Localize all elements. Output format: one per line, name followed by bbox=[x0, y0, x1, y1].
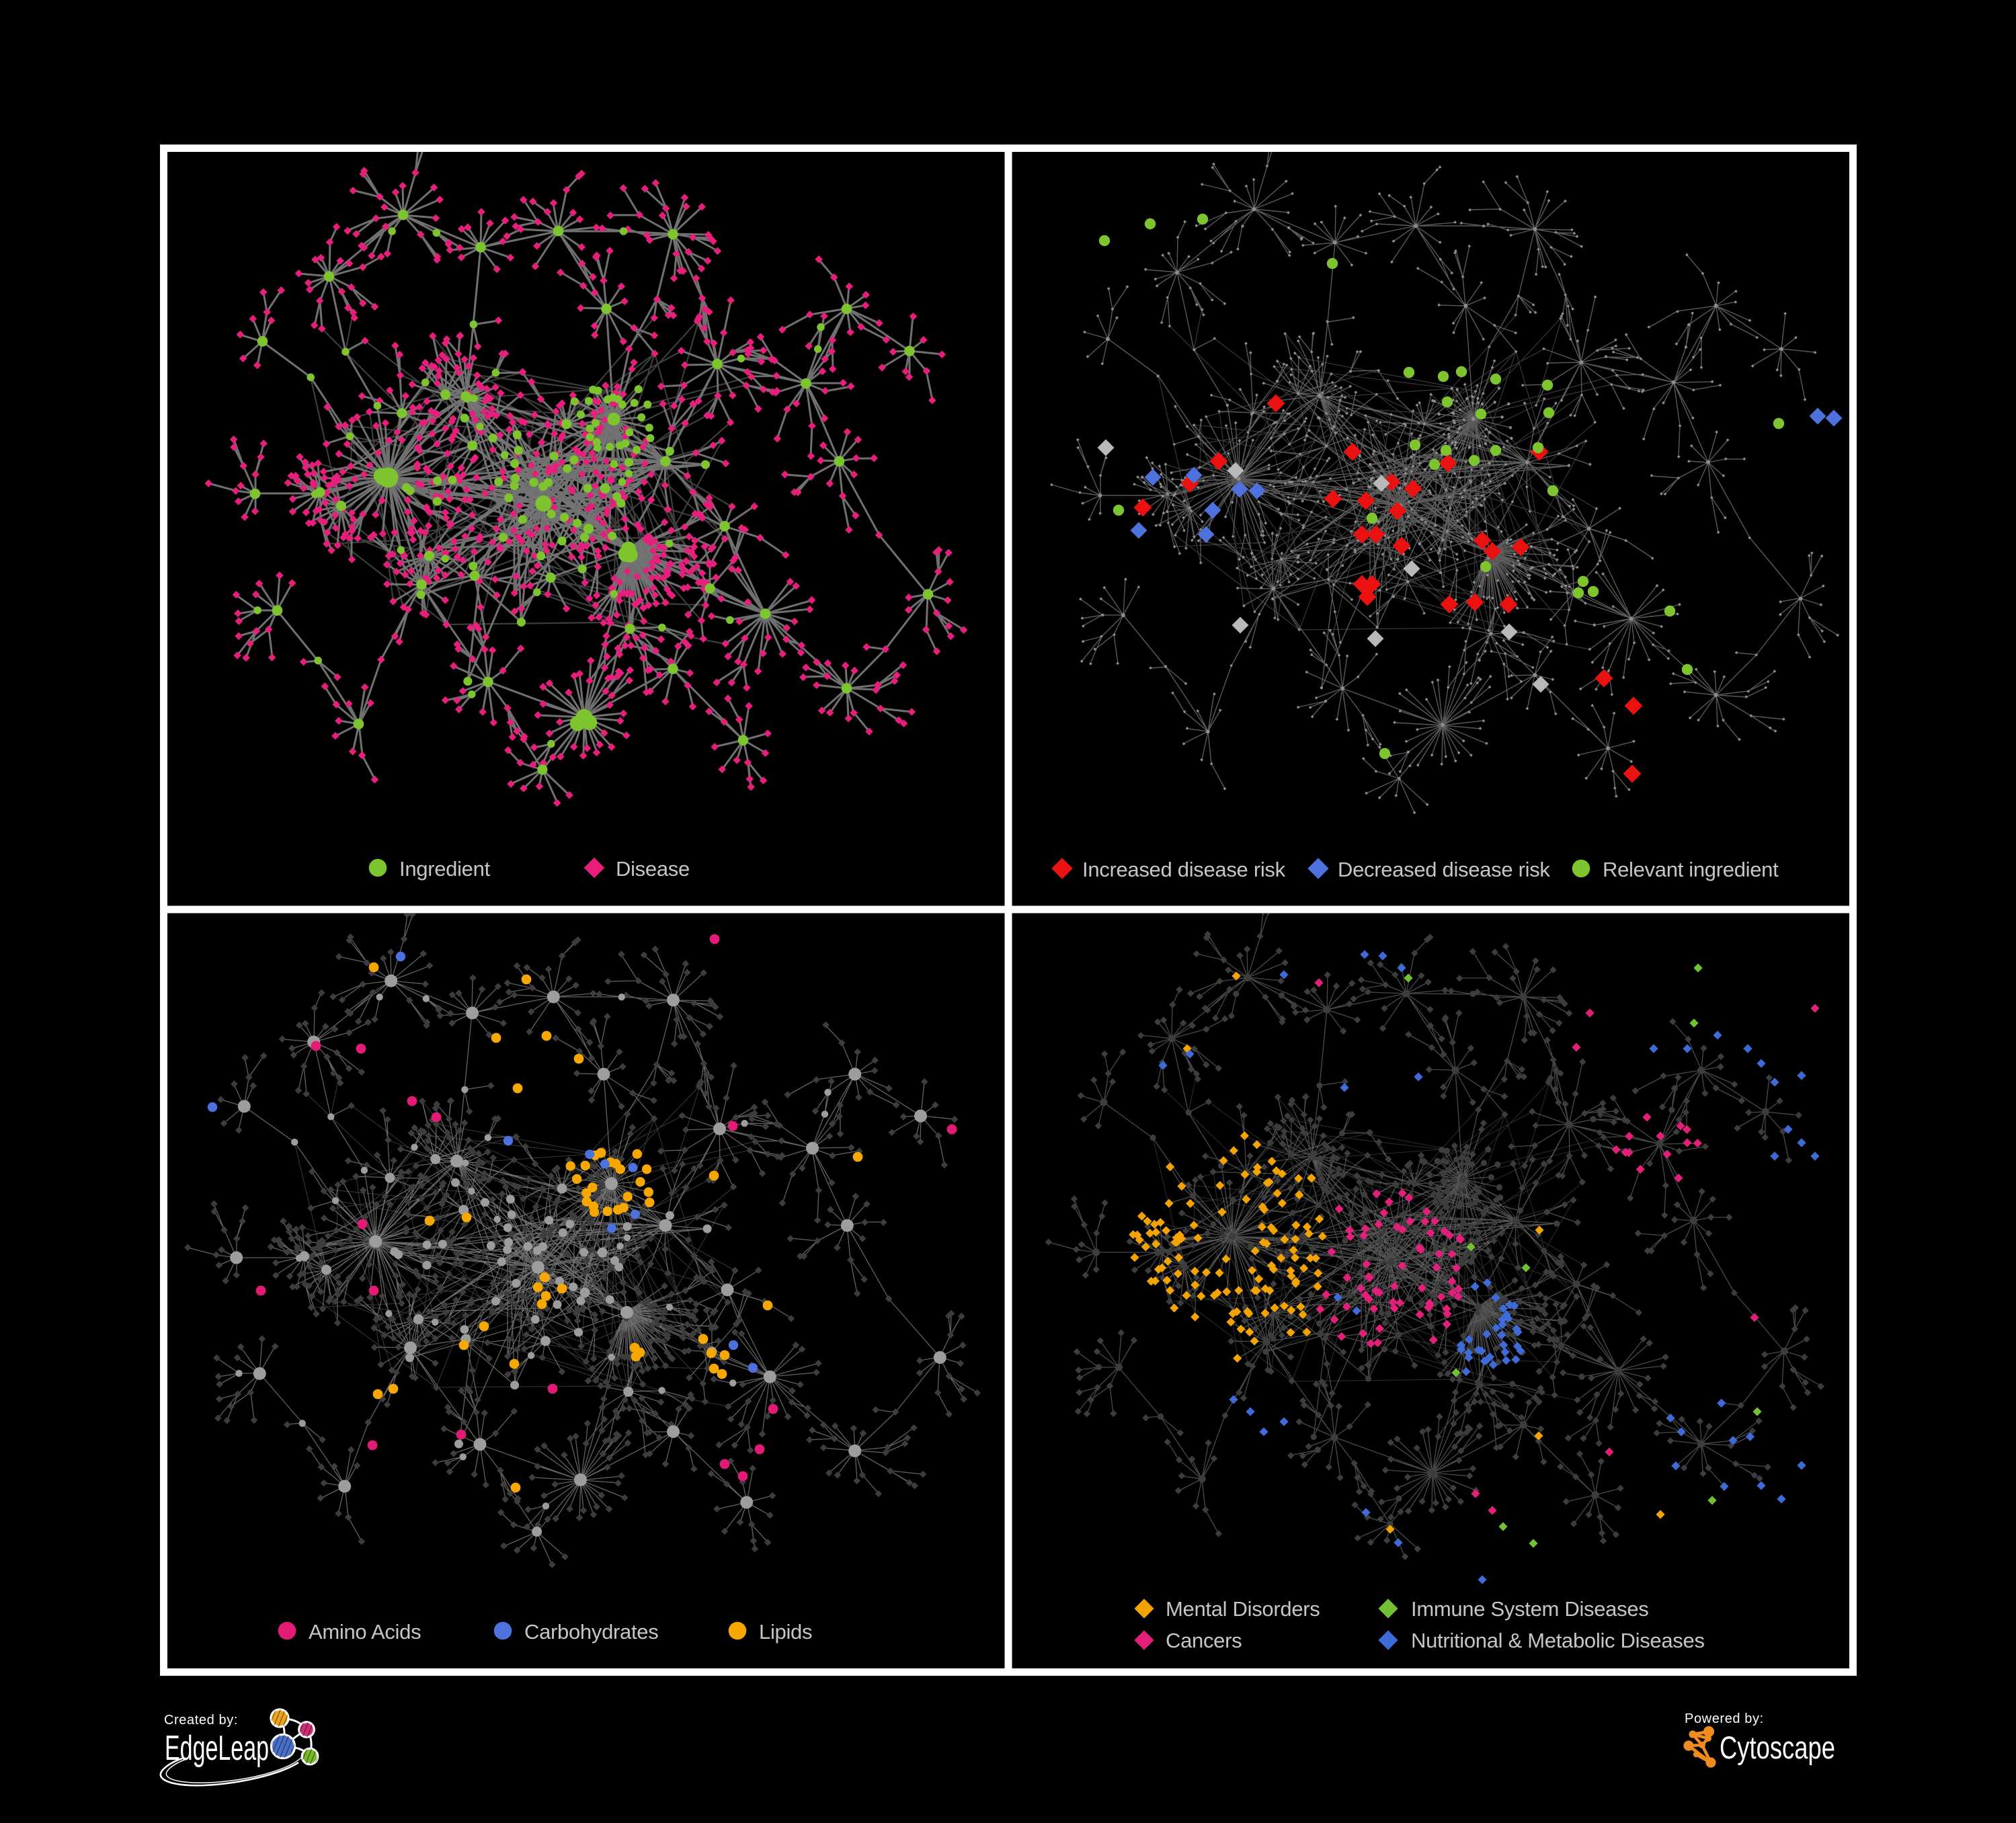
svg-text:Carbohydrates: Carbohydrates bbox=[524, 1620, 658, 1644]
svg-text:Relevant ingredient: Relevant ingredient bbox=[1603, 858, 1779, 881]
svg-text:Nutritional & Metabolic Diseas: Nutritional & Metabolic Diseases bbox=[1411, 1629, 1705, 1652]
svg-text:Disease: Disease bbox=[616, 857, 690, 881]
svg-text:EdgeLeap: EdgeLeap bbox=[165, 1729, 269, 1768]
svg-text:Mental Disorders: Mental Disorders bbox=[1166, 1597, 1320, 1621]
svg-text:Cytoscape: Cytoscape bbox=[1720, 1730, 1835, 1765]
svg-text:Amino Acids: Amino Acids bbox=[309, 1620, 421, 1644]
svg-text:Lipids: Lipids bbox=[759, 1620, 812, 1644]
svg-text:Increased disease risk: Increased disease risk bbox=[1082, 858, 1286, 881]
svg-text:Cancers: Cancers bbox=[1166, 1629, 1242, 1652]
svg-text:Created by:: Created by: bbox=[164, 1713, 238, 1728]
svg-text:Decreased disease risk: Decreased disease risk bbox=[1338, 858, 1550, 881]
svg-text:Ingredient: Ingredient bbox=[399, 857, 491, 881]
svg-text:Powered by:: Powered by: bbox=[1685, 1711, 1764, 1726]
svg-text:Immune System Diseases: Immune System Diseases bbox=[1411, 1597, 1648, 1621]
